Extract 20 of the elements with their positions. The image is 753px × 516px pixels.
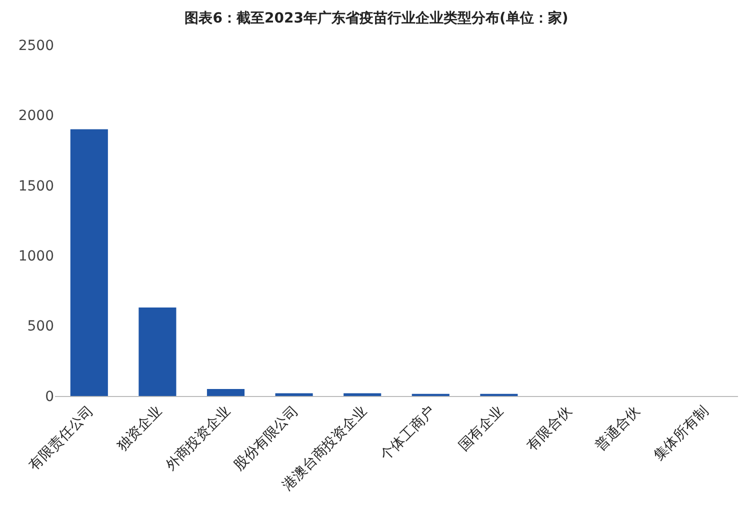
y-tick-label: 0: [45, 388, 54, 405]
bar: [344, 393, 382, 396]
x-tick-label: 国有企业: [456, 403, 507, 454]
y-tick-label: 2500: [18, 38, 54, 54]
chart-title: 图表6：截至2023年广东省疫苗行业企业类型分布(单位：家): [184, 10, 568, 27]
y-tick-label: 500: [27, 318, 54, 335]
x-tick-label: 独资企业: [114, 403, 166, 454]
bar: [138, 308, 176, 396]
x-tick-label: 集体所有制: [650, 403, 712, 464]
x-tick-label: 个体工商户: [378, 403, 438, 464]
y-tick-label: 1500: [18, 178, 54, 194]
bar: [70, 129, 108, 396]
bar: [275, 393, 313, 396]
x-tick-label: 外商投资企业: [162, 403, 234, 474]
x-tick-label: 普通合伙: [592, 402, 644, 454]
x-tick-label: 有限责任公司: [26, 403, 97, 474]
y-tick-label: 1000: [18, 248, 54, 264]
bar: [206, 388, 245, 396]
y-tick-label: 2000: [18, 108, 54, 124]
x-tick-label: 有限合伙: [524, 403, 576, 454]
